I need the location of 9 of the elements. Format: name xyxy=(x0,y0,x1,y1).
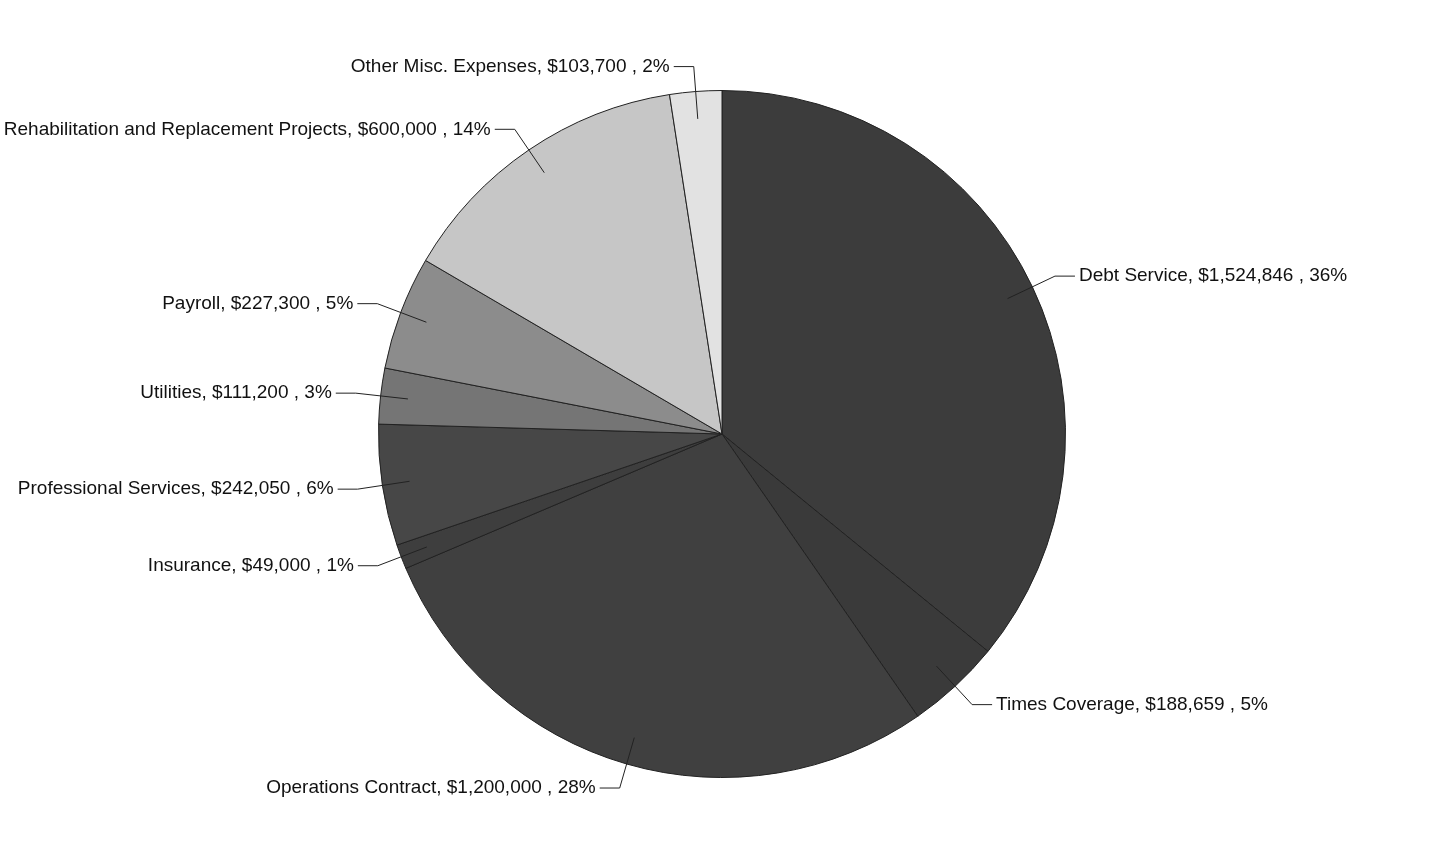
slice-label: Insurance, $49,000 , 1% xyxy=(147,553,354,575)
slice-label: Payroll, $227,300 , 5% xyxy=(162,291,354,313)
slice-label: Other Misc. Expenses, $103,700 , 2% xyxy=(350,54,670,76)
slice-label: Times Coverage, $188,659 , 5% xyxy=(996,692,1268,714)
slice-label: Debt Service, $1,524,846 , 36% xyxy=(1078,264,1348,286)
slice-label: Operations Contract, $1,200,000 , 28% xyxy=(266,776,596,798)
slice-label: Utilities, $111,200 , 3% xyxy=(140,381,332,403)
slice-label: Rehabilitation and Replacement Projects, $600,000 , 14% xyxy=(3,117,491,139)
slice-label: Professional Services, $242,050 , 6% xyxy=(17,477,334,499)
